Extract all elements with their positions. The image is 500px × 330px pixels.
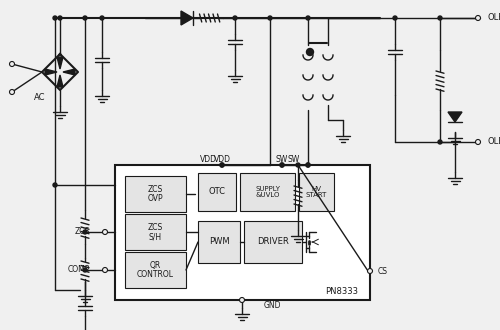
Circle shape <box>102 268 108 273</box>
Circle shape <box>296 163 300 167</box>
Circle shape <box>368 269 372 274</box>
Circle shape <box>438 16 442 20</box>
Text: ZCS: ZCS <box>75 227 90 237</box>
Circle shape <box>83 230 87 234</box>
Circle shape <box>268 16 272 20</box>
Polygon shape <box>45 69 57 75</box>
Circle shape <box>58 16 62 20</box>
Circle shape <box>306 16 310 20</box>
Circle shape <box>220 163 224 167</box>
Bar <box>244 221 302 263</box>
Polygon shape <box>448 112 462 122</box>
Text: OLED-: OLED- <box>487 138 500 147</box>
Text: SW: SW <box>276 155 288 164</box>
Bar <box>240 173 295 211</box>
Circle shape <box>10 61 14 67</box>
Bar <box>198 173 236 211</box>
Polygon shape <box>57 75 63 87</box>
Polygon shape <box>181 11 193 25</box>
Text: VDD: VDD <box>200 154 217 163</box>
Text: HV
START: HV START <box>306 186 327 198</box>
Bar <box>299 173 334 211</box>
Text: COMP: COMP <box>68 266 90 275</box>
Circle shape <box>83 268 87 272</box>
Circle shape <box>83 16 87 20</box>
Circle shape <box>393 16 397 20</box>
Bar <box>125 214 186 250</box>
Circle shape <box>10 89 14 94</box>
Text: CS: CS <box>378 267 388 276</box>
Polygon shape <box>57 57 63 69</box>
Text: ZCS
OVP: ZCS OVP <box>148 185 164 203</box>
Circle shape <box>280 163 284 167</box>
Circle shape <box>306 49 314 55</box>
Circle shape <box>476 140 480 145</box>
Circle shape <box>102 229 108 235</box>
Text: OTC: OTC <box>208 187 226 196</box>
Bar <box>123 173 188 292</box>
Circle shape <box>476 16 480 20</box>
Text: VDD: VDD <box>214 155 230 164</box>
Circle shape <box>306 163 310 167</box>
Circle shape <box>233 16 237 20</box>
Text: PWM: PWM <box>208 238 230 247</box>
Bar <box>198 221 240 263</box>
Text: DRIVER: DRIVER <box>257 238 289 247</box>
Text: AC: AC <box>34 93 46 103</box>
Bar <box>195 218 305 266</box>
Bar <box>125 252 186 288</box>
Text: OLED+: OLED+ <box>487 14 500 22</box>
Bar <box>195 170 337 214</box>
Circle shape <box>220 163 224 167</box>
Text: ZCS
S/H: ZCS S/H <box>148 223 163 241</box>
Polygon shape <box>63 69 75 75</box>
Circle shape <box>100 16 104 20</box>
Circle shape <box>306 163 310 167</box>
Circle shape <box>240 298 244 303</box>
Circle shape <box>53 183 57 187</box>
Circle shape <box>280 163 284 167</box>
Text: PN8333: PN8333 <box>326 287 358 296</box>
Text: QR
CONTROL: QR CONTROL <box>137 261 174 280</box>
Bar <box>115 165 370 300</box>
Bar <box>125 176 186 212</box>
Circle shape <box>53 16 57 20</box>
Text: SUPPLY
&UVLO: SUPPLY &UVLO <box>255 186 280 198</box>
Text: GND: GND <box>264 301 281 310</box>
Circle shape <box>438 140 442 144</box>
Text: SW: SW <box>287 154 299 163</box>
